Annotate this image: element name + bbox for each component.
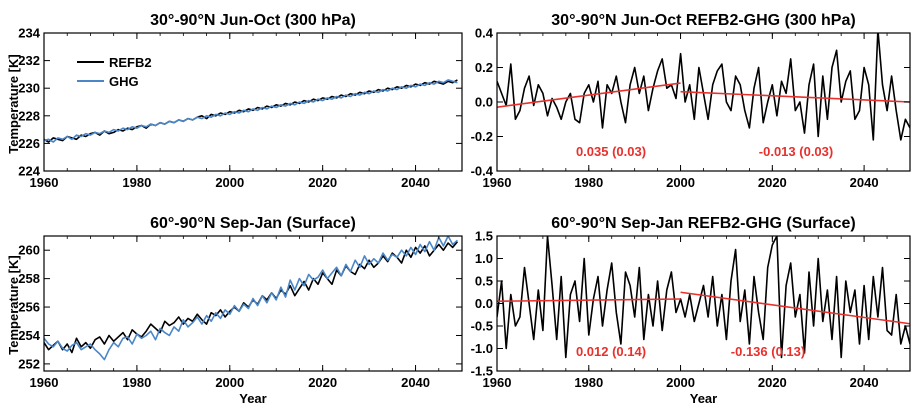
x-tick-label: 2020	[758, 175, 787, 190]
panel-title: 60°-90°N Sep-Jan (Surface)	[150, 215, 356, 232]
x-tick-label: 1980	[122, 375, 151, 390]
trend-line	[680, 90, 910, 103]
x-tick-label: 1960	[30, 175, 59, 190]
x-tick-label: 1960	[30, 375, 59, 390]
y-tick-label: -0.2	[471, 129, 493, 144]
panel-title: 30°-90°N Jun-Oct (300 hPa)	[150, 12, 356, 29]
x-tick-label: 1960	[483, 175, 512, 190]
series-line-difference	[497, 236, 910, 359]
x-tick-label: 1980	[574, 175, 603, 190]
series-group	[497, 236, 910, 359]
y-tick-label: 232	[18, 53, 40, 68]
y-axis-label: Temperature [K]	[6, 54, 21, 153]
y-tick-label: 258	[18, 271, 40, 286]
series-group	[44, 79, 458, 143]
trend-annotation: -0.013 (0.03)	[759, 144, 833, 159]
x-tick-label: 1980	[574, 375, 603, 390]
y-tick-label: -0.4	[471, 164, 494, 179]
panel-1: 30°-90°N Jun-Oct (300 hPa) 1960 1980 2000 20…	[6, 12, 463, 190]
y-tick-label: 230	[18, 81, 40, 96]
y-tick-label: -0.5	[471, 319, 493, 334]
y-tick-label: 0.0	[475, 296, 493, 311]
x-tick-label: 2000	[666, 175, 695, 190]
trend-line	[680, 291, 910, 325]
y-tick-label: 0.0	[475, 95, 493, 110]
y-tick-label: 234	[18, 26, 40, 41]
series-line-refb2	[44, 241, 459, 354]
trend-annotation: 0.012 (0.14)	[576, 344, 646, 359]
plot-frame	[43, 32, 463, 172]
y-tick-label: 228	[18, 108, 40, 123]
plot-frame	[496, 32, 911, 172]
y-tick-label: 260	[18, 243, 40, 258]
legend-label-refb2: REFB2	[109, 55, 152, 70]
x-tick-label: 2020	[308, 375, 337, 390]
x-tick-label: 2040	[401, 375, 430, 390]
x-tick-label: 2000	[215, 175, 244, 190]
legend: REFB2 GHG	[77, 55, 152, 89]
series-line-difference	[497, 33, 910, 141]
trend-annotation: -0.136 (0.13)	[731, 344, 805, 359]
panel-2: 30°-90°N Jun-Oct REFB2-GHG (300 hPa) 0.03…	[471, 12, 911, 190]
x-tick-label: 2020	[308, 175, 337, 190]
x-tick-label: 2040	[850, 175, 879, 190]
y-tick-label: 252	[18, 356, 40, 371]
x-tick-label: 2000	[666, 375, 695, 390]
series-line-ghg	[44, 236, 458, 361]
x-axis-label: Year	[690, 391, 717, 406]
panel-3: 60°-90°N Sep-Jan (Surface) 1960 1980 2000 20…	[6, 215, 463, 406]
x-tick-label: 2040	[850, 375, 879, 390]
x-tick-label: 2000	[215, 375, 244, 390]
series-line-ghg	[44, 79, 458, 143]
x-tick-label: 2040	[401, 175, 430, 190]
trend-line	[497, 298, 681, 303]
y-tick-label: 0.2	[475, 60, 493, 75]
panel-title: 60°-90°N Sep-Jan REFB2-GHG (Surface)	[551, 215, 855, 232]
trend-annotation: 0.035 (0.03)	[576, 144, 646, 159]
y-tick-label: 1.5	[475, 229, 493, 244]
series-group	[44, 236, 459, 361]
panel-4: 60°-90°N Sep-Jan REFB2-GHG (Surface)0.01…	[471, 215, 911, 406]
y-tick-label: 254	[18, 328, 40, 343]
y-tick-label: 1.0	[475, 251, 493, 266]
legend-label-ghg: GHG	[109, 74, 139, 89]
trend-line	[497, 82, 681, 108]
y-tick-label: 224	[18, 164, 40, 179]
panel-title: 30°-90°N Jun-Oct REFB2-GHG (300 hPa)	[551, 12, 855, 29]
y-axis-label: Temperature [K]	[6, 255, 21, 354]
x-tick-label: 2020	[758, 375, 787, 390]
y-tick-label: 256	[18, 300, 40, 315]
y-tick-label: 226	[18, 136, 40, 151]
y-tick-label: -1.5	[471, 364, 493, 379]
y-tick-label: 0.5	[475, 274, 493, 289]
x-tick-label: 1960	[483, 375, 512, 390]
plot-frame	[43, 235, 463, 372]
x-tick-label: 1980	[122, 175, 151, 190]
series-group	[497, 33, 910, 141]
y-tick-label: -1.0	[471, 341, 493, 356]
x-axis-label: Year	[239, 391, 266, 406]
y-tick-label: 0.4	[475, 26, 494, 41]
